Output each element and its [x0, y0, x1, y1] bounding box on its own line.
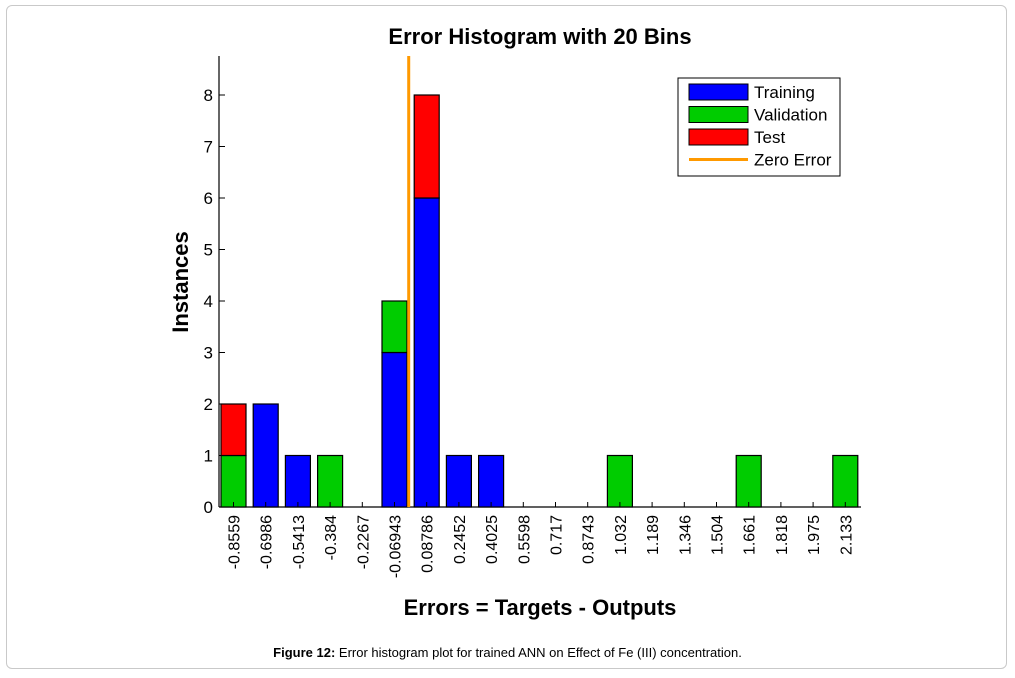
y-tick-label: 7: [204, 138, 213, 157]
x-tick-label: -0.8559: [227, 515, 244, 569]
x-tick-label: 1.032: [613, 515, 630, 555]
bar-validation: [735, 454, 762, 508]
x-tick-label: 0.8743: [581, 515, 598, 564]
chart-title: Error Histogram with 20 Bins: [388, 24, 691, 49]
x-tick-label: -0.5413: [291, 515, 308, 569]
y-tick-label: 2: [204, 395, 213, 414]
bar-training: [478, 454, 505, 508]
y-tick-label: 5: [204, 241, 213, 260]
x-tick-label: 1.189: [645, 515, 662, 555]
legend-swatch-training: [688, 83, 749, 101]
y-tick-label: 1: [204, 447, 213, 466]
bar-test: [220, 403, 247, 457]
error-histogram-chart: Error Histogram with 20 Bins Instances E…: [168, 24, 861, 620]
bar-validation: [381, 300, 408, 354]
x-tick-label: 1.818: [774, 515, 791, 555]
plot-area: 0 1 2 3 4 5 6 7 8 -0.8559 -0.6986 -0.5413 -0.384 -0.2…: [204, 56, 861, 578]
legend-swatch-validation: [688, 106, 749, 123]
x-tick-label: 1.975: [806, 515, 823, 555]
y-tick-label: 4: [204, 292, 213, 311]
x-tick-label: 1.504: [710, 515, 727, 555]
legend-swatch-test: [688, 128, 749, 146]
x-tick-label: -0.06943: [388, 515, 405, 578]
bar-validation: [832, 454, 859, 508]
bar-training: [445, 454, 472, 508]
legend-label: Zero Error: [754, 151, 832, 170]
figure-caption: Figure 12: Error histogram plot for trai…: [0, 645, 1015, 660]
bar-validation: [220, 454, 247, 508]
caption-label: Figure 12:: [273, 645, 336, 660]
x-tick-label: 0.5598: [516, 515, 533, 564]
x-tick-label: 1.346: [677, 515, 694, 555]
x-tick-label: 0.4025: [484, 515, 501, 564]
legend-label: Training: [754, 83, 815, 102]
x-tick-label: -0.2267: [355, 515, 372, 569]
x-tick-label: 1.661: [742, 515, 759, 555]
legend-label: Test: [754, 128, 785, 147]
x-tick-label: 0.08786: [420, 515, 437, 573]
bar-validation: [606, 454, 634, 508]
y-tick-label: 3: [204, 344, 213, 363]
bar-training: [381, 351, 408, 508]
bar-validation: [317, 454, 344, 508]
bar-training: [284, 454, 311, 508]
x-tick-label: 2.133: [838, 515, 855, 555]
caption-text: Error histogram plot for trained ANN on …: [335, 645, 742, 660]
y-tick-label: 6: [204, 189, 213, 208]
x-tick-label: 0.2452: [452, 515, 469, 564]
x-tick-label: -0.6986: [259, 515, 276, 569]
legend-label: Validation: [754, 106, 827, 125]
y-axis-label: Instances: [168, 231, 193, 333]
legend: Training Validation Test Zero Error: [677, 77, 841, 177]
bar-test: [413, 94, 440, 199]
y-tick-label: 0: [204, 498, 213, 517]
bar-training: [252, 403, 279, 508]
y-tick-label: 8: [204, 86, 213, 105]
bar-training: [413, 197, 440, 508]
x-tick-label: 0.717: [549, 515, 566, 555]
x-axis-label: Errors = Targets - Outputs: [404, 595, 677, 620]
x-tick-label: -0.384: [323, 515, 340, 560]
